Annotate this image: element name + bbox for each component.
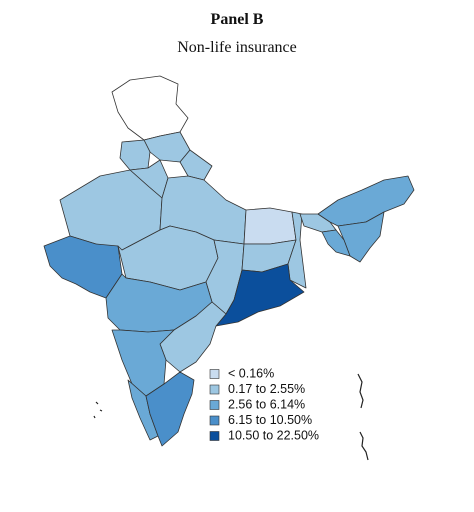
legend-label: 2.56 to 6.14% xyxy=(228,397,305,411)
legend: < 0.16% 0.17 to 2.55%2.56 to 6.14% 6.15 to… xyxy=(209,366,319,442)
state xyxy=(119,139,151,171)
state xyxy=(215,263,305,327)
legend-swatch xyxy=(209,431,220,441)
state xyxy=(321,229,351,257)
islands xyxy=(93,401,103,419)
state xyxy=(317,175,415,227)
state xyxy=(111,329,175,397)
legend-label: 0.17 to 2.55% xyxy=(228,382,305,396)
state xyxy=(43,235,123,299)
state xyxy=(243,207,297,245)
legend-swatch xyxy=(209,384,220,395)
states xyxy=(43,75,415,461)
title: Panel B xyxy=(211,11,264,28)
legend-swatch xyxy=(209,400,220,410)
state xyxy=(145,371,195,447)
state xyxy=(111,75,189,141)
legend-label: 6.15 to 10.50% xyxy=(228,413,312,427)
legend-swatch xyxy=(209,415,220,426)
legend-swatch xyxy=(209,369,220,379)
state xyxy=(179,149,213,181)
legend-label: 10.50 to 22.50% xyxy=(228,428,319,442)
islands xyxy=(357,373,369,461)
legend-label: < 0.16% xyxy=(228,366,274,380)
subtitle: Non-life insurance xyxy=(177,39,297,56)
